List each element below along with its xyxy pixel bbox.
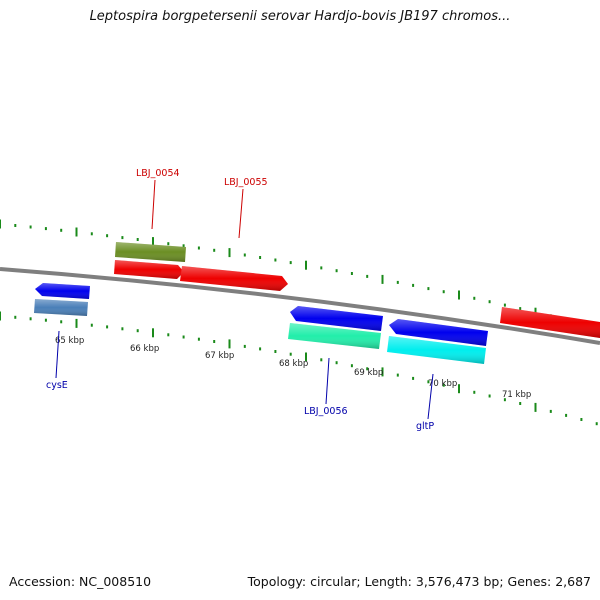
leader-lbj0055 — [238, 188, 244, 239]
tick-label-70: 70 kbp — [428, 379, 457, 389]
gene-label-lbj0056[interactable]: LBJ_0056 — [304, 406, 348, 417]
gene-label-gltp[interactable]: gltP — [416, 421, 434, 432]
genome-backbone — [0, 267, 600, 345]
tick-label-66: 66 kbp — [130, 344, 159, 354]
feature-cyse-gene[interactable] — [34, 299, 88, 316]
inner-tick-track — [0, 311, 598, 426]
feature-lbj0055-cds[interactable] — [180, 266, 288, 291]
label-leaders — [55, 179, 434, 420]
feature-lbj0054-cds[interactable] — [114, 260, 184, 279]
feature-gltp-gene[interactable] — [387, 336, 486, 364]
feature-lbj0056-gene[interactable] — [288, 323, 381, 349]
leader-cyse — [55, 330, 60, 379]
tick-label-71: 71 kbp — [502, 390, 531, 400]
tick-labels: 65 kbp 66 kbp 67 kbp 68 kbp 69 kbp 70 kb… — [55, 336, 531, 400]
gene-labels: LBJ_0054 LBJ_0055 cysE LBJ_0056 gltP — [46, 168, 434, 432]
gene-label-lbj0055[interactable]: LBJ_0055 — [224, 177, 268, 188]
map-title: Leptospira borgpetersenii serovar Hardjo… — [89, 9, 511, 24]
feature-gltp-cds[interactable] — [389, 319, 488, 346]
tick-label-65: 65 kbp — [55, 336, 84, 346]
accession-label: Accession: NC_008510 — [9, 574, 152, 589]
feature-cyse-cds[interactable] — [35, 283, 90, 299]
feature-lbj0056-cds[interactable] — [290, 306, 383, 331]
feature-right-cds[interactable] — [500, 307, 600, 338]
leader-lbj0054 — [151, 179, 156, 230]
gene-label-cyse[interactable]: cysE — [46, 380, 68, 391]
tick-label-68: 68 kbp — [279, 359, 308, 369]
leader-lbj0056 — [325, 357, 330, 405]
tick-label-67: 67 kbp — [205, 351, 234, 361]
leader-gltp — [427, 373, 434, 420]
genome-summary: Topology: circular; Length: 3,576,473 bp… — [247, 574, 591, 589]
tick-label-69: 69 kbp — [354, 368, 383, 378]
gene-label-lbj0054[interactable]: LBJ_0054 — [136, 168, 180, 179]
feature-lbj0054-gene[interactable] — [115, 242, 186, 262]
